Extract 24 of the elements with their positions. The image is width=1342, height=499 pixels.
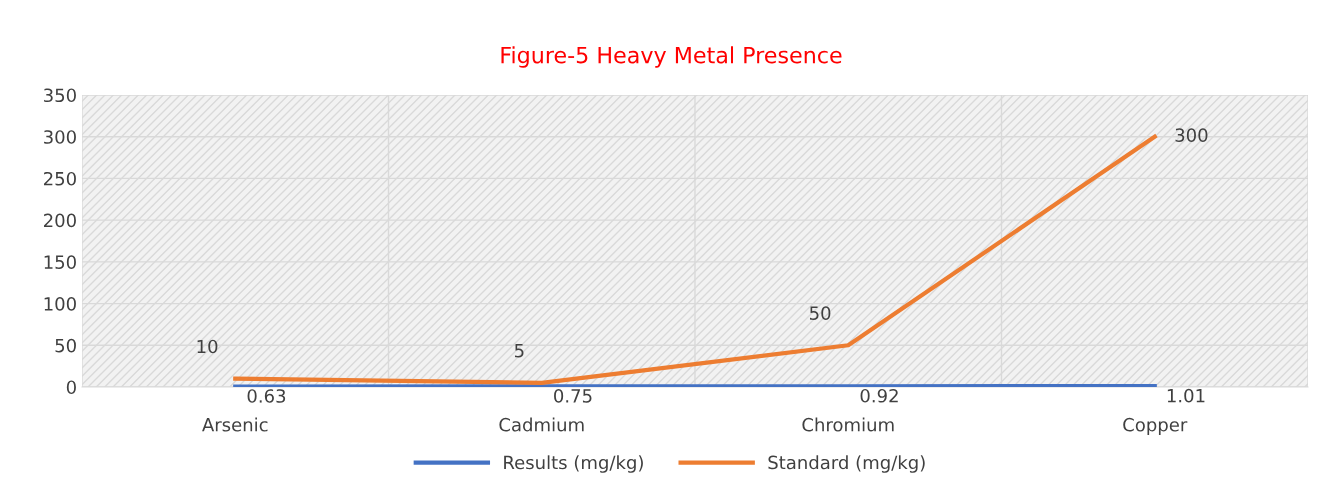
data-label: 50 [810,306,831,320]
legend-label: Standard (mg/kg) [768,455,925,473]
x-tick-label: Copper [1123,417,1188,436]
data-label: 0.92 [860,388,898,403]
y-tick-label: 50 [55,338,76,353]
y-tick-label: 250 [44,171,76,186]
line-series [233,134,1157,385]
data-label: 0.63 [247,389,286,403]
data-label: 5 [514,344,524,358]
data-label: 0.75 [554,389,592,403]
legend-label: Results (mg/kg) [504,455,643,473]
y-tick-label: 100 [44,297,76,311]
y-tick-label: 350 [44,88,76,103]
chart-title: Figure-5 Heavy Metal Presence [501,46,842,68]
data-label: 300 [1175,128,1208,142]
y-tick-label: 150 [44,255,76,269]
x-tick-label: Chromium [802,417,894,432]
x-tick-label: Arsenic [202,417,268,432]
x-tick-label: Cadmium [499,417,584,432]
y-tick-label: 300 [44,130,76,144]
y-tick-label: 0 [66,380,76,395]
y-tick-label: 200 [44,213,76,228]
data-label: 10 [197,339,218,354]
data-label: 1.01 [1167,388,1205,403]
